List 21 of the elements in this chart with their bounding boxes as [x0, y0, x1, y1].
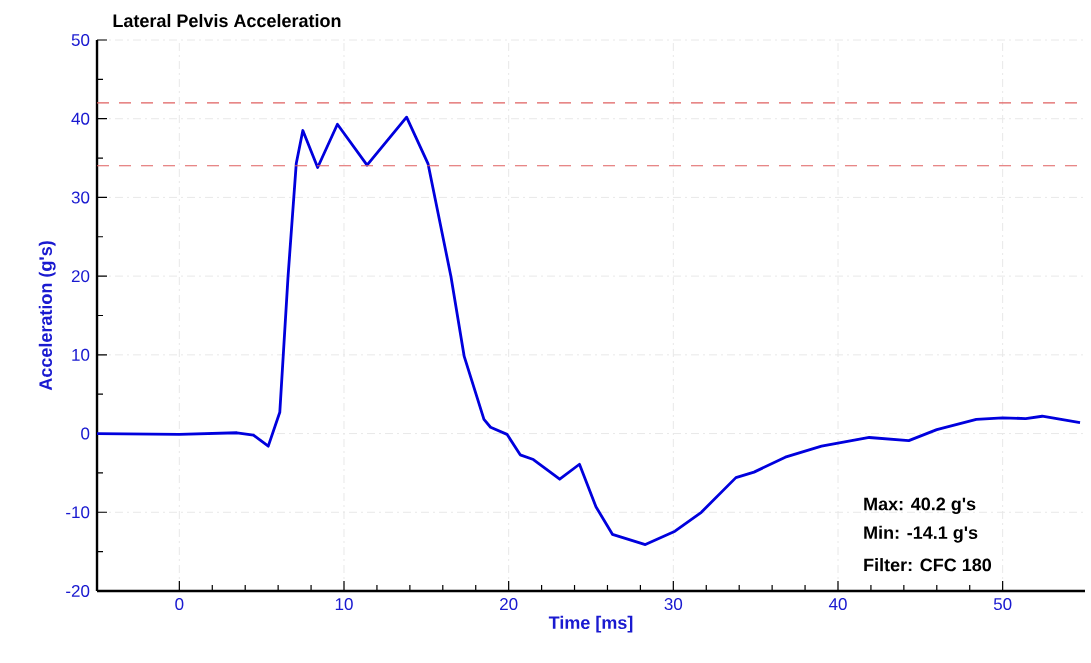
line-series — [97, 115, 1082, 546]
x-axis-title: Time [ms] — [548, 615, 633, 633]
x-tick-label: 20 — [500, 598, 518, 611]
chart-title: Lateral Pelvis Acceleration — [113, 13, 341, 28]
annotation: Max: 40.2 g's — [864, 497, 976, 515]
y-tick-label: 0 — [81, 427, 90, 440]
y-axis-title: Acceleration (g's) — [38, 241, 56, 391]
x-tick-label: 30 — [664, 598, 683, 611]
y-tick-label: -20 — [66, 584, 90, 597]
x-tick-label: 0 — [175, 598, 184, 611]
annotation: Filter: CFC 180 — [864, 558, 992, 572]
y-tick-label: 20 — [71, 270, 90, 283]
x-tick-label: 40 — [828, 598, 847, 611]
y-tick-label: 40 — [71, 112, 90, 125]
y-tick-label: 30 — [71, 191, 90, 204]
annotation: Min: -14.1 g's — [864, 525, 978, 543]
x-tick-label: 10 — [335, 598, 353, 611]
y-tick-label: -10 — [66, 506, 90, 519]
y-tick-label: 50 — [71, 33, 90, 46]
y-tick-label: 10 — [72, 348, 90, 361]
x-tick-label: 50 — [993, 598, 1012, 611]
